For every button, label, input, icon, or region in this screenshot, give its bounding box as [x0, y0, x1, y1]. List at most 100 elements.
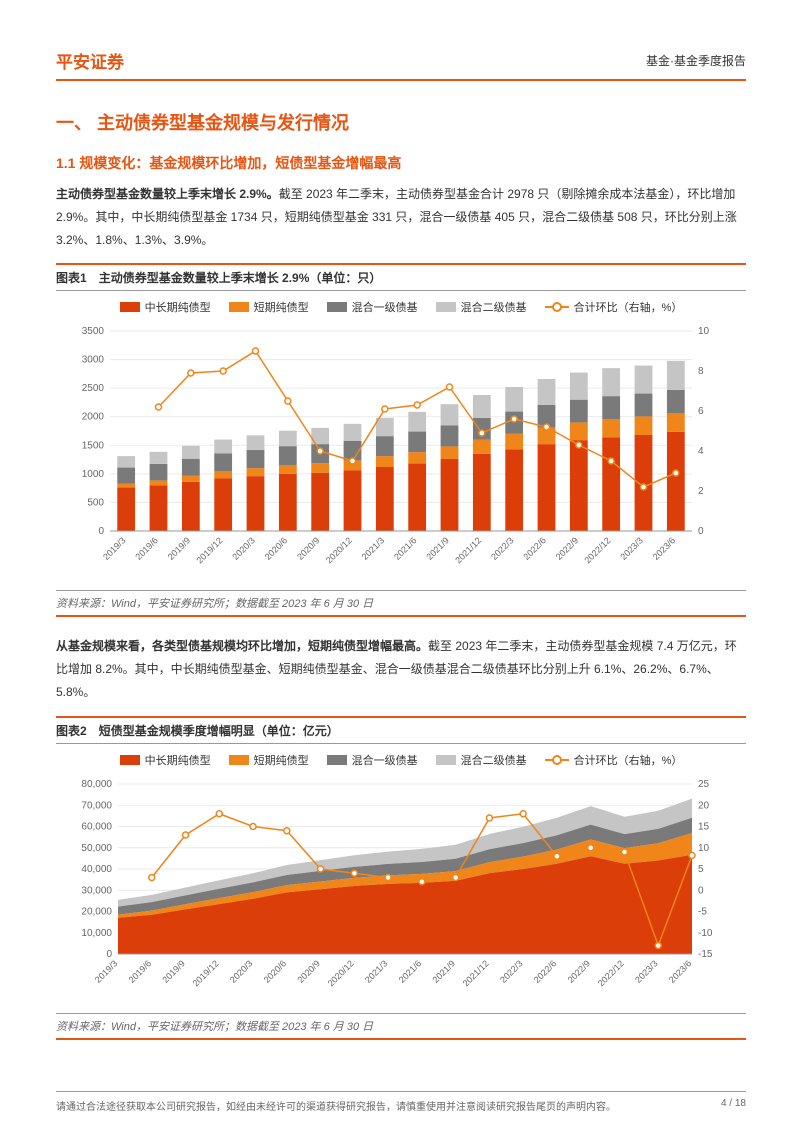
svg-text:4: 4 — [698, 446, 704, 457]
svg-text:0: 0 — [98, 526, 104, 537]
svg-text:2: 2 — [698, 486, 704, 497]
svg-text:6: 6 — [698, 406, 704, 417]
svg-text:50,000: 50,000 — [81, 843, 112, 854]
svg-text:2022/12: 2022/12 — [596, 958, 626, 988]
svg-text:2020/3: 2020/3 — [230, 536, 257, 563]
svg-text:2020/6: 2020/6 — [263, 536, 290, 563]
svg-text:1000: 1000 — [82, 469, 105, 480]
svg-text:2019/6: 2019/6 — [127, 958, 154, 985]
svg-text:10: 10 — [698, 843, 710, 854]
legend-item: 混合一级债基 — [327, 752, 418, 768]
svg-text:2023/3: 2023/3 — [618, 536, 645, 563]
section-title: 一、 主动债券型基金规模与发行情况 — [56, 109, 746, 135]
svg-text:10: 10 — [698, 326, 710, 337]
svg-text:-10: -10 — [698, 928, 713, 939]
legend-item: 中长期纯债型 — [120, 299, 211, 315]
svg-text:1500: 1500 — [82, 441, 105, 452]
svg-text:2021/9: 2021/9 — [431, 958, 458, 985]
chart1-label: 图表1 — [56, 269, 87, 286]
chart2-legend: 中长期纯债型 短期纯债型 混合一级债基 混合二级债基 .line-swatch::aft… — [56, 752, 746, 768]
legend-item: .line-swatch::after{border-color:#f08519… — [545, 299, 683, 315]
svg-text:2019/3: 2019/3 — [101, 536, 128, 563]
svg-text:25: 25 — [698, 779, 710, 790]
chart1: 0 500 1000 1500 2000 2500 3000 3500 0 2 4 6 8 10 2019/… — [56, 321, 746, 581]
svg-text:500: 500 — [87, 498, 104, 509]
svg-text:2020/9: 2020/9 — [295, 958, 322, 985]
svg-text:15: 15 — [698, 821, 710, 832]
svg-text:2020/12: 2020/12 — [326, 958, 356, 988]
subsection-title: 1.1 规模变化：基金规模环比增加，短债型基金增幅最高 — [56, 153, 746, 173]
para2-bold: 从基金规模来看，各类型债基规模均环比增加，短期纯债型增幅最高。 — [56, 639, 428, 653]
svg-text:0: 0 — [698, 526, 704, 537]
legend-item: 混合二级债基 — [436, 752, 527, 768]
svg-text:2021/12: 2021/12 — [461, 958, 491, 988]
svg-text:3000: 3000 — [82, 355, 105, 366]
svg-text:2021/6: 2021/6 — [392, 536, 419, 563]
svg-text:2022/3: 2022/3 — [489, 536, 516, 563]
svg-text:2020/12: 2020/12 — [324, 536, 354, 566]
svg-text:60,000: 60,000 — [81, 821, 112, 832]
svg-text:2022/3: 2022/3 — [498, 958, 525, 985]
header-subtitle: 基金·基金季度报告 — [646, 52, 746, 69]
svg-text:2019/12: 2019/12 — [191, 958, 221, 988]
chart2-title: 短债型基金规模季度增幅明显（单位：亿元） — [99, 722, 339, 739]
paragraph-2: 从基金规模来看，各类型债基规模均环比增加，短期纯债型增幅最高。截至 2023 年… — [56, 635, 746, 703]
svg-text:70,000: 70,000 — [81, 800, 112, 811]
svg-text:2000: 2000 — [82, 412, 105, 423]
svg-text:2020/6: 2020/6 — [262, 958, 289, 985]
svg-text:2021/3: 2021/3 — [363, 958, 390, 985]
chart2: 0 10,000 20,000 30,000 40,000 50,000 60,000 70,… — [56, 774, 746, 1004]
svg-text:-15: -15 — [698, 949, 713, 960]
chart1-source: 资料来源：Wind，平安证券研究所；数据截至 2023 年 6 月 30 日 — [56, 590, 746, 617]
svg-text:2022/6: 2022/6 — [521, 536, 548, 563]
svg-text:30,000: 30,000 — [81, 885, 112, 896]
page-header: 平安证券 基金·基金季度报告 — [56, 48, 746, 81]
svg-text:5: 5 — [698, 864, 704, 875]
para1-bold: 主动债券型基金数量较上季末增长 2.9%。 — [56, 187, 279, 201]
svg-text:2021/3: 2021/3 — [360, 536, 387, 563]
legend-item: 短期纯债型 — [229, 752, 309, 768]
svg-text:-5: -5 — [698, 906, 707, 917]
svg-text:20: 20 — [698, 800, 710, 811]
chart1-legend: 中长期纯债型 短期纯债型 混合一级债基 混合二级债基 .line-swatch::aft… — [56, 299, 746, 315]
chart2-label: 图表2 — [56, 722, 87, 739]
svg-text:8: 8 — [698, 366, 704, 377]
svg-text:2022/6: 2022/6 — [532, 958, 559, 985]
svg-text:2019/3: 2019/3 — [93, 958, 120, 985]
svg-text:40,000: 40,000 — [81, 864, 112, 875]
svg-text:2023/6: 2023/6 — [667, 958, 694, 985]
page-number: 4 / 18 — [721, 1098, 746, 1113]
page-footer: 请通过合法途径获取本公司研究报告，如经由未经许可的渠道获得研究报告，请慎重使用并… — [56, 1091, 746, 1113]
svg-text:2022/9: 2022/9 — [566, 958, 593, 985]
svg-text:2019/9: 2019/9 — [160, 958, 187, 985]
paragraph-1: 主动债券型基金数量较上季末增长 2.9%。截至 2023 年二季末，主动债券型基… — [56, 183, 746, 251]
footer-disclaimer: 请通过合法途径获取本公司研究报告，如经由未经许可的渠道获得研究报告，请慎重使用并… — [56, 1098, 616, 1113]
svg-text:2022/9: 2022/9 — [554, 536, 581, 563]
legend-item: 短期纯债型 — [229, 299, 309, 315]
svg-text:2020/3: 2020/3 — [228, 958, 255, 985]
logo: 平安证券 — [56, 48, 124, 73]
svg-text:2019/12: 2019/12 — [194, 536, 224, 566]
svg-text:0: 0 — [698, 885, 704, 896]
legend-item: .line-swatch::after{border-color:#f08519… — [545, 752, 683, 768]
svg-text:80,000: 80,000 — [81, 779, 112, 790]
legend-item: 中长期纯债型 — [120, 752, 211, 768]
svg-text:2500: 2500 — [82, 384, 105, 395]
svg-text:2023/6: 2023/6 — [651, 536, 678, 563]
svg-text:2020/9: 2020/9 — [295, 536, 322, 563]
svg-text:2021/6: 2021/6 — [397, 958, 424, 985]
legend-item: 混合二级债基 — [436, 299, 527, 315]
chart2-source: 资料来源：Wind，平安证券研究所；数据截至 2023 年 6 月 30 日 — [56, 1013, 746, 1040]
svg-text:2019/6: 2019/6 — [133, 536, 160, 563]
svg-text:10,000: 10,000 — [81, 928, 112, 939]
svg-text:3500: 3500 — [82, 326, 105, 337]
legend-item: 混合一级债基 — [327, 299, 418, 315]
svg-text:2021/9: 2021/9 — [424, 536, 451, 563]
chart1-title: 主动债券型基金数量较上季末增长 2.9%（单位：只） — [99, 269, 382, 286]
chart1-header: 图表1 主动债券型基金数量较上季末增长 2.9%（单位：只） — [56, 263, 746, 291]
svg-text:2022/12: 2022/12 — [582, 536, 612, 566]
svg-text:2023/3: 2023/3 — [633, 958, 660, 985]
svg-text:20,000: 20,000 — [81, 906, 112, 917]
chart2-header: 图表2 短债型基金规模季度增幅明显（单位：亿元） — [56, 716, 746, 744]
svg-text:2021/12: 2021/12 — [453, 536, 483, 566]
